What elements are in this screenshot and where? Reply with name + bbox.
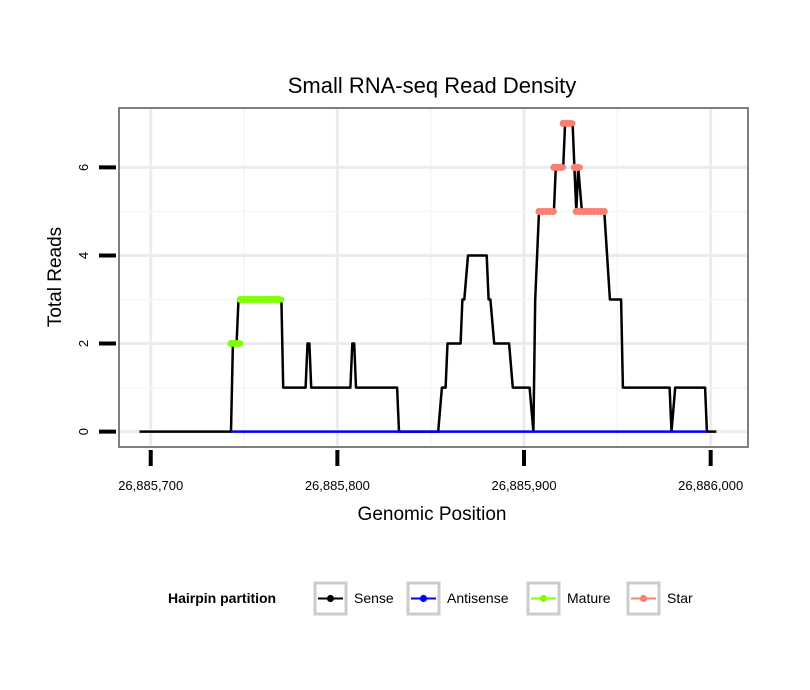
x-tick-label: 26,886,000 xyxy=(678,478,743,493)
legend-label-mature: Mature xyxy=(567,590,611,606)
plot-area xyxy=(119,108,748,447)
y-axis: 0 2 4 6 xyxy=(76,164,116,435)
y-axis-title: Total Reads xyxy=(45,227,66,327)
star-point xyxy=(557,163,565,171)
legend-key-point-sense xyxy=(326,594,335,603)
y-tick-label: 2 xyxy=(76,340,91,347)
legend-key-point-star xyxy=(639,594,648,603)
sense-series-line xyxy=(139,122,717,433)
legend-key-point-antisense xyxy=(419,594,428,603)
series-layer xyxy=(139,119,717,433)
legend-label-sense: Sense xyxy=(354,590,394,606)
y-tick-label: 4 xyxy=(76,252,91,259)
x-tick-label: 26,885,900 xyxy=(491,478,556,493)
legend-label-antisense: Antisense xyxy=(447,590,509,606)
x-axis: 26,885,700 26,885,800 26,885,900 26,886,000 xyxy=(118,450,743,493)
x-tick-label: 26,885,700 xyxy=(118,478,183,493)
legend-title: Hairpin partition xyxy=(168,590,276,606)
x-axis-title: Genomic Position xyxy=(358,504,507,525)
mature-point xyxy=(275,295,283,304)
star-point xyxy=(549,207,557,216)
plot-border xyxy=(118,107,749,448)
star-point xyxy=(600,207,608,216)
legend: Hairpin partition Sense Antisense Mature St… xyxy=(168,581,693,616)
x-tick-label: 26,885,800 xyxy=(305,478,370,493)
y-tick-label: 6 xyxy=(76,164,91,171)
mature-point xyxy=(234,339,242,348)
chart-title: Small RNA-seq Read Density xyxy=(288,73,577,98)
y-tick-label: 0 xyxy=(76,428,91,435)
legend-label-star: Star xyxy=(667,590,693,606)
legend-key-point-mature xyxy=(539,594,548,603)
star-point xyxy=(566,119,574,127)
star-point xyxy=(574,163,582,171)
